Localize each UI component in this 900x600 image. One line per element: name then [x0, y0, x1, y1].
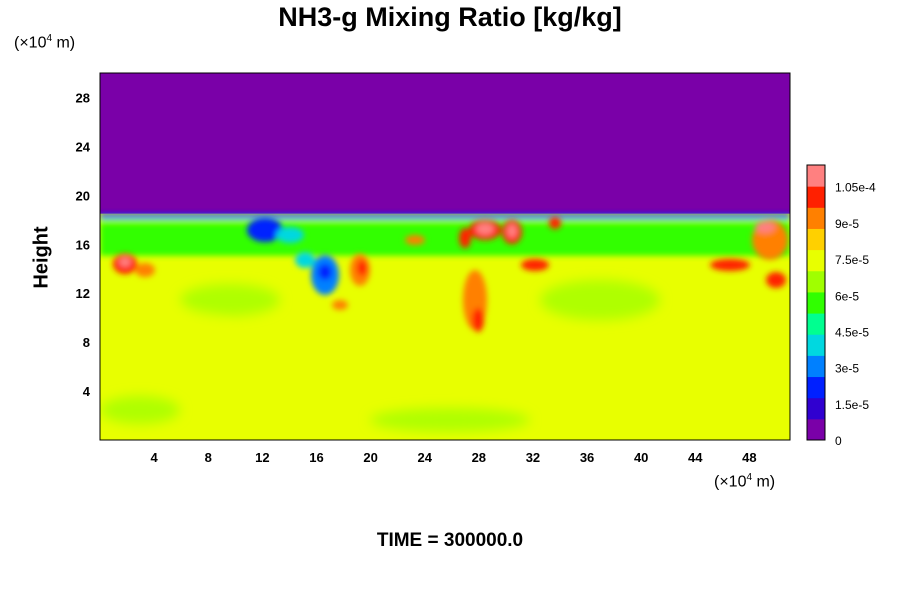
feature-blob	[472, 308, 484, 332]
feature-blob	[766, 272, 786, 288]
feature-blob	[332, 300, 348, 310]
feature-blob	[276, 227, 304, 243]
colorbar-segment	[807, 418, 825, 441]
x-tick-label: 8	[205, 450, 212, 465]
feature-blob	[135, 263, 155, 277]
chart-title: NH3-g Mixing Ratio [kg/kg]	[278, 2, 622, 32]
texture-blob	[110, 308, 230, 352]
colorbar-segment	[807, 165, 825, 187]
x-tick-label: 44	[688, 450, 703, 465]
colorbar-tick-label: 7.5e-5	[835, 253, 869, 267]
colorbar-segment	[807, 376, 825, 399]
feature-blob	[710, 259, 750, 271]
colorbar-tick-label: 9e-5	[835, 217, 859, 231]
colorbar-segment	[807, 291, 825, 314]
texture-blob	[370, 408, 530, 432]
x-tick-label: 32	[526, 450, 540, 465]
x-tick-label: 4	[151, 450, 159, 465]
feature-blob	[507, 224, 517, 238]
band-blue-edge	[100, 213, 790, 219]
colorbar-segment	[807, 228, 825, 251]
colorbar-segment	[807, 334, 825, 356]
feature-blob	[247, 218, 283, 242]
field-upper-layer	[100, 73, 790, 214]
time-annotation: TIME = 300000.0	[376, 530, 524, 551]
y-tick-label: 16	[76, 237, 90, 252]
feature-blob	[521, 259, 549, 271]
x-tick-label: 12	[255, 450, 269, 465]
band-green	[100, 217, 790, 256]
field-features	[113, 217, 788, 332]
colorbar-segment	[807, 313, 825, 335]
y-tick-label: 8	[83, 335, 90, 350]
colorbar-tick-label: 4.5e-5	[835, 325, 869, 339]
y-tick-label: 12	[76, 286, 90, 301]
x-axis-unit: (×104 m)	[714, 472, 776, 491]
colorbar-segment	[807, 249, 825, 272]
band-light-edge	[100, 218, 790, 223]
colorbar-segment	[807, 270, 825, 293]
x-tick-label: 48	[742, 450, 756, 465]
feature-blob	[476, 223, 494, 235]
feature-blob	[119, 257, 131, 267]
field-texture	[100, 280, 770, 432]
texture-blob	[540, 280, 660, 320]
feature-blob	[459, 228, 471, 248]
y-tick-label: 28	[76, 90, 90, 105]
texture-blob	[210, 372, 350, 408]
colorbar-tick-label: 3e-5	[835, 362, 859, 376]
field-mixing-band	[100, 213, 790, 256]
colorbar-segment	[807, 397, 825, 420]
colorbar-tick-label: 6e-5	[835, 289, 859, 303]
feature-blob	[357, 260, 367, 276]
colorbar-tick-label: 0	[835, 434, 842, 448]
x-tick-label: 24	[417, 450, 432, 465]
y-axis-ticks: 4 8 12 16 20 24 28	[76, 90, 91, 399]
feature-blob	[295, 252, 315, 268]
colorbar-tick-label: 1.5e-5	[835, 398, 869, 412]
y-tick-label: 24	[76, 139, 91, 154]
x-tick-label: 36	[580, 450, 594, 465]
feature-blob	[755, 221, 775, 233]
x-tick-label: 16	[309, 450, 323, 465]
y-tick-label: 20	[76, 188, 90, 203]
texture-blob	[610, 380, 770, 420]
colorbar-frame	[806, 164, 826, 441]
texture-blob	[180, 284, 280, 316]
colorbar-tick-label: 1.05e-4	[835, 181, 876, 195]
colorbar-segment	[807, 355, 825, 378]
y-tick-label: 4	[83, 384, 91, 399]
x-tick-label: 20	[363, 450, 377, 465]
heatmap-field	[100, 73, 790, 440]
colorbar-segment	[807, 207, 825, 229]
feature-blob	[405, 235, 425, 245]
colorbar-segment	[807, 186, 825, 208]
x-axis-ticks: 4 8 12 16 20 24 28 32 36 40 44 48	[151, 450, 757, 465]
feature-blob	[549, 217, 561, 229]
colorbar: 0 1.5e-5 3e-5 4.5e-5 6e-5 7.5e-5 9e-5 1.05e-4	[806, 164, 876, 448]
feature-blob	[318, 264, 332, 280]
plot-frame	[99, 72, 791, 441]
texture-blob	[430, 334, 610, 386]
x-tick-label: 40	[634, 450, 648, 465]
x-tick-label: 28	[472, 450, 486, 465]
y-axis-unit: (×104 m)	[14, 33, 76, 52]
texture-blob	[100, 396, 180, 424]
